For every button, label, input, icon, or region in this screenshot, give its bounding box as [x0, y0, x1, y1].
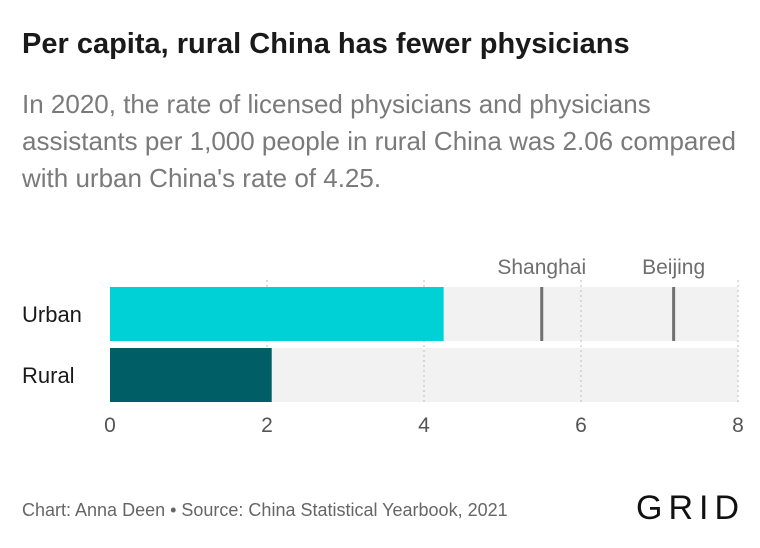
bar-chart: Urban Rural Shanghai Beijing 0 2 4 6 8 [22, 256, 744, 437]
grid-logo: GRID [636, 489, 745, 527]
x-tick-label: 8 [732, 414, 744, 437]
category-label-rural: Rural [22, 363, 75, 388]
source-credit: Chart: Anna Deen • Source: China Statist… [22, 500, 508, 520]
reference-label-shanghai: Shanghai [497, 256, 586, 279]
bar-rural [110, 348, 272, 402]
chart-subtitle: In 2020, the rate of licensed physicians… [22, 89, 736, 193]
x-tick-label: 6 [575, 414, 587, 437]
bar-urban [110, 287, 444, 341]
x-tick-label: 4 [418, 414, 430, 437]
x-tick-label: 2 [261, 414, 273, 437]
category-label-urban: Urban [22, 302, 82, 327]
x-tick-label: 0 [104, 414, 116, 437]
chart-title: Per capita, rural China has fewer physic… [22, 28, 630, 60]
reference-label-beijing: Beijing [642, 256, 705, 279]
